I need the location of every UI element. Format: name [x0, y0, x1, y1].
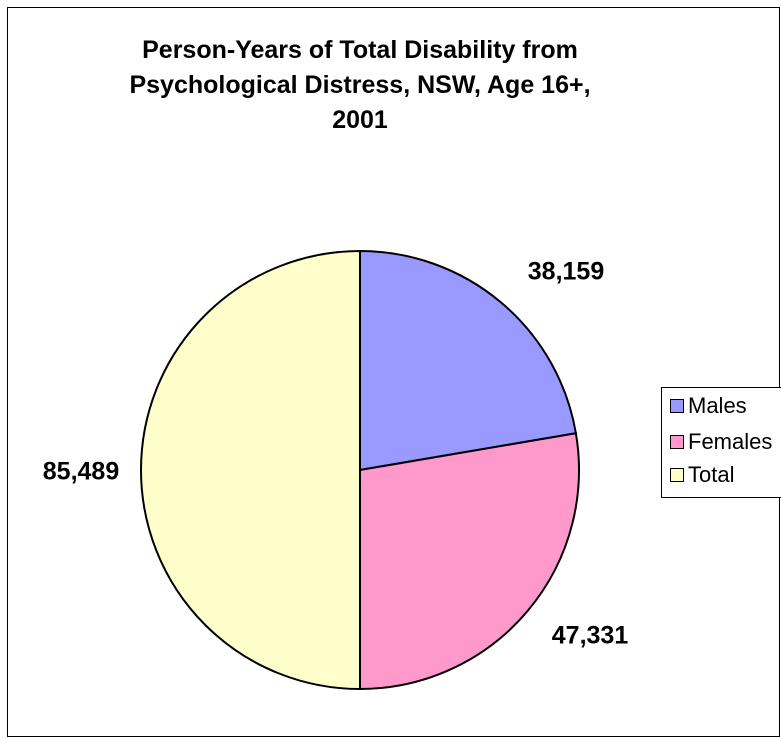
legend: Males Females Total — [661, 387, 781, 498]
legend-swatch-females — [670, 435, 684, 449]
legend-item-males: Males — [670, 391, 747, 421]
pie-slice-females — [359, 432, 581, 691]
chart-title: Person-Years of Total Disability from Ps… — [0, 33, 720, 138]
legend-label-females: Females — [688, 429, 773, 454]
legend-label-total: Total — [688, 462, 735, 487]
legend-label-males: Males — [688, 393, 747, 418]
legend-item-females: Females — [670, 427, 772, 457]
pie-slice-males — [359, 249, 578, 472]
legend-swatch-males — [670, 399, 684, 413]
pie-slice-total — [140, 249, 361, 691]
data-label-males: 38,159 — [528, 258, 604, 286]
chart-title-line-1: Person-Years of Total Disability from — [142, 36, 578, 64]
legend-item-total: Total — [670, 460, 734, 490]
data-label-females: 47,331 — [552, 622, 629, 650]
data-label-total: 85,489 — [43, 458, 119, 486]
legend-swatch-total — [670, 468, 684, 482]
data-labels: 38,159 47,331 85,489 — [43, 258, 629, 650]
pie-slices — [140, 249, 581, 691]
chart-title-line-2: Psychological Distress, NSW, Age 16+, — [129, 71, 591, 99]
chart-title-line-3: 2001 — [332, 106, 388, 134]
